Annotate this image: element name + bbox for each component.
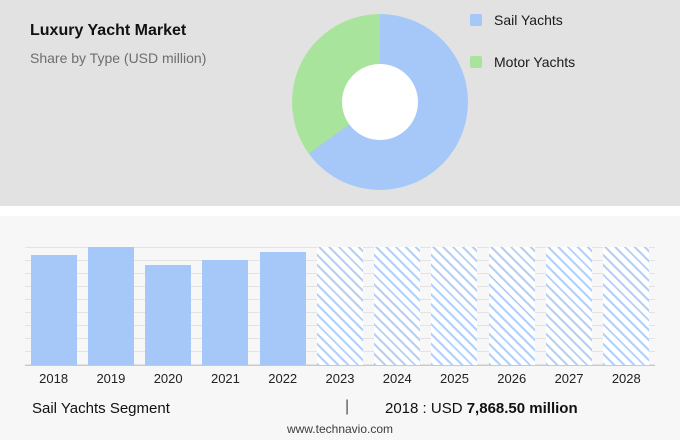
x-axis-label-2024: 2024 xyxy=(382,371,412,386)
legend-item-sail-yachts: Sail Yachts xyxy=(470,12,575,28)
bar-2020 xyxy=(145,264,192,365)
bar-2022 xyxy=(259,251,306,365)
value-prefix: 2018 : USD xyxy=(385,400,463,417)
legend-label: Motor Yachts xyxy=(494,54,576,70)
x-axis-label-2027: 2027 xyxy=(554,371,584,386)
bar-slot xyxy=(25,247,82,365)
segment-label: Sail Yachts Segment xyxy=(32,400,170,417)
bar-2026 xyxy=(488,247,535,365)
donut-chart xyxy=(292,14,468,190)
x-axis-label-2028: 2028 xyxy=(611,371,641,386)
bar-slot xyxy=(540,247,597,365)
x-axis-label-2023: 2023 xyxy=(325,371,355,386)
bar-slot xyxy=(598,247,655,365)
bar-slot xyxy=(483,247,540,365)
x-axis-label-2019: 2019 xyxy=(96,371,126,386)
legend-label: Sail Yachts xyxy=(494,12,563,28)
x-axis-labels: 2018 2019 2020 2021 2022 2023 2024 2025 2026 2027… xyxy=(25,371,655,386)
bar-2028 xyxy=(603,247,650,365)
sail-yachts-swatch-icon xyxy=(470,14,482,26)
bar-slot xyxy=(369,247,426,365)
bar-slot xyxy=(82,247,139,365)
legend-item-motor-yachts: Motor Yachts xyxy=(470,54,575,70)
bar-slot xyxy=(254,247,311,365)
value-annotation: 2018 : USD 7,868.50 million xyxy=(385,400,578,417)
bar-2023 xyxy=(316,247,363,365)
x-axis-label-2021: 2021 xyxy=(210,371,240,386)
top-panel: Luxury Yacht Market Share by Type (USD m… xyxy=(0,0,680,206)
bar-plot xyxy=(25,247,655,366)
motor-yachts-swatch-icon xyxy=(470,56,482,68)
x-axis-label-2025: 2025 xyxy=(440,371,469,386)
bar-2021 xyxy=(202,259,249,365)
bar-slot xyxy=(426,247,483,365)
bar-slot xyxy=(140,247,197,365)
donut-hole xyxy=(342,64,418,140)
footer-separator: | xyxy=(345,398,350,415)
bar-2019 xyxy=(87,247,134,365)
value-bold: 7,868.50 million xyxy=(466,400,578,417)
bar-slot xyxy=(197,247,254,365)
bar-2027 xyxy=(546,247,593,365)
bar-slot xyxy=(311,247,368,365)
x-axis-label-2022: 2022 xyxy=(268,371,298,386)
website-link: www.technavio.com xyxy=(286,422,394,436)
page-title: Luxury Yacht Market xyxy=(30,22,187,39)
bar-2025 xyxy=(431,247,478,365)
x-axis-label-2020: 2020 xyxy=(153,371,183,386)
page-subtitle: Share by Type (USD million) xyxy=(30,50,207,66)
divider-strip xyxy=(0,206,680,216)
bar-2024 xyxy=(374,247,421,365)
bar-2018 xyxy=(30,255,77,365)
legend: Sail Yachts Motor Yachts xyxy=(470,12,575,96)
x-axis-label-2026: 2026 xyxy=(497,371,527,386)
x-axis-label-2018: 2018 xyxy=(39,371,69,386)
